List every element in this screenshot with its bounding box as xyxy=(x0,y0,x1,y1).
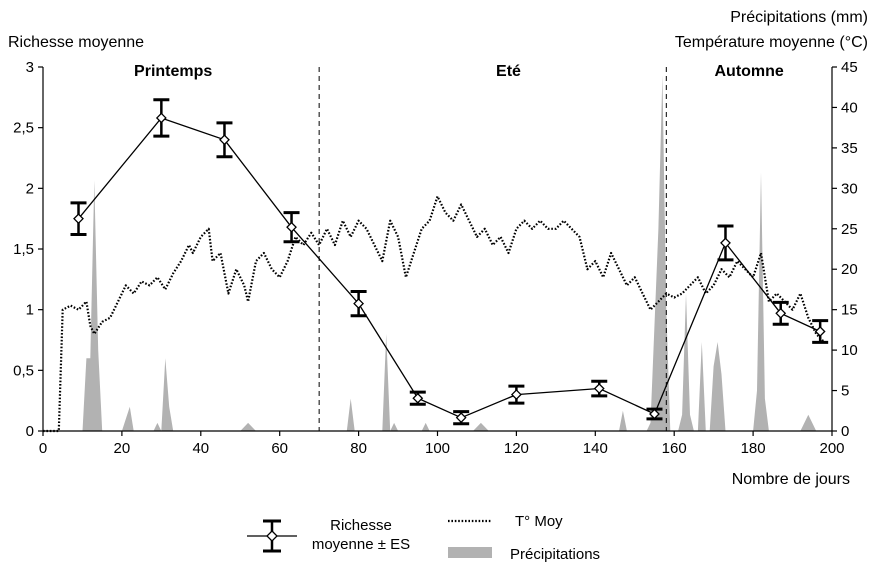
richness-marker xyxy=(219,134,230,146)
x-axis-title: Nombre de jours xyxy=(732,471,850,488)
richness-point-12 xyxy=(772,300,789,326)
richness-marker xyxy=(412,392,424,404)
richness-marker xyxy=(155,112,167,124)
legend-temperature-label: T° Moy xyxy=(515,513,563,530)
season-label-3: Automne xyxy=(714,63,783,80)
x-tick-label-40: 40 xyxy=(192,440,209,457)
richness-point-2 xyxy=(153,98,170,138)
richness-marker xyxy=(649,408,660,420)
legend-precipitation-label: Précipitations xyxy=(510,546,600,563)
richness-marker xyxy=(353,298,365,310)
left-y-tick-label-0: 0 xyxy=(26,423,34,440)
left-y-tick-label-5: 2,5 xyxy=(13,120,34,137)
richness-point-9 xyxy=(591,379,608,398)
richness-marker xyxy=(286,221,297,233)
legend: Richesse moyenne ± ES T° Moy Précipitati… xyxy=(247,513,600,563)
legend-precipitation-swatch xyxy=(448,547,492,558)
season-label-1: Printemps xyxy=(134,63,212,80)
richness-marker xyxy=(775,307,787,319)
richness-point-7 xyxy=(453,410,470,426)
x-tick-label-180: 180 xyxy=(741,440,766,457)
legend-richness-swatch xyxy=(247,519,297,553)
legend-richness-label-line-2: moyenne ± ES xyxy=(312,536,410,553)
richness-point-10 xyxy=(646,407,663,421)
right-y-tick-label-35: 35 xyxy=(841,140,858,157)
axes-layer xyxy=(38,66,837,436)
right-y-tick-label-40: 40 xyxy=(841,99,858,116)
richness-point-1 xyxy=(70,201,87,236)
richness-line-layer xyxy=(70,98,829,426)
right-y-tick-label-15: 15 xyxy=(841,302,858,319)
right-y-tick-label-0: 0 xyxy=(841,423,849,440)
right-axis-title-line-1: Précipitations (mm) xyxy=(730,9,868,26)
x-tick-label-80: 80 xyxy=(350,440,367,457)
richness-point-8 xyxy=(508,384,525,405)
left-axis-title: Richesse moyenne xyxy=(8,34,144,51)
temperature-dotted-line-layer xyxy=(43,195,825,433)
left-y-tick-label-6: 3 xyxy=(26,59,34,76)
right-y-tick-label-25: 25 xyxy=(841,221,858,238)
richness-marker xyxy=(814,326,826,337)
right-y-tick-label-10: 10 xyxy=(841,342,858,359)
x-tick-label-160: 160 xyxy=(662,440,687,457)
x-tick-label-20: 20 xyxy=(114,440,131,457)
richness-marker xyxy=(73,213,84,225)
richness-line xyxy=(77,117,821,419)
right-y-tick-label-5: 5 xyxy=(841,383,849,400)
x-tick-label-200: 200 xyxy=(819,440,844,457)
x-tick-label-100: 100 xyxy=(425,440,450,457)
richness-point-11 xyxy=(717,224,734,262)
legend-richness-label-line-1: Richesse xyxy=(330,517,392,534)
season-label-2: Eté xyxy=(496,63,521,80)
x-tick-label-120: 120 xyxy=(504,440,529,457)
x-tick-label-60: 60 xyxy=(271,440,288,457)
richness-point-13 xyxy=(812,319,829,344)
left-y-tick-label-3: 1,5 xyxy=(13,241,34,258)
right-y-tick-label-45: 45 xyxy=(841,59,858,76)
richness-marker xyxy=(593,383,605,394)
x-tick-label-140: 140 xyxy=(583,440,608,457)
right-y-tick-label-20: 20 xyxy=(841,261,858,278)
richness-point-3 xyxy=(216,121,233,159)
richness-marker xyxy=(720,237,731,249)
left-y-tick-label-4: 2 xyxy=(26,180,34,197)
left-y-tick-label-2: 1 xyxy=(26,302,34,319)
labels-layer: Richesse moyenne Précipitations (mm) Tem… xyxy=(8,9,868,488)
richness-marker xyxy=(455,412,467,424)
right-y-tick-label-30: 30 xyxy=(841,180,858,197)
richness-point-5 xyxy=(350,289,367,318)
richness-point-6 xyxy=(409,390,426,406)
temperature-line xyxy=(43,195,825,433)
right-axis-title-line-2: Température moyenne (°C) xyxy=(675,34,868,51)
richness-marker xyxy=(510,389,522,401)
left-y-tick-label-1: 0,5 xyxy=(13,362,34,379)
richness-point-4 xyxy=(283,211,300,244)
season-divider-layer xyxy=(318,67,667,431)
x-tick-label-0: 0 xyxy=(39,440,47,457)
